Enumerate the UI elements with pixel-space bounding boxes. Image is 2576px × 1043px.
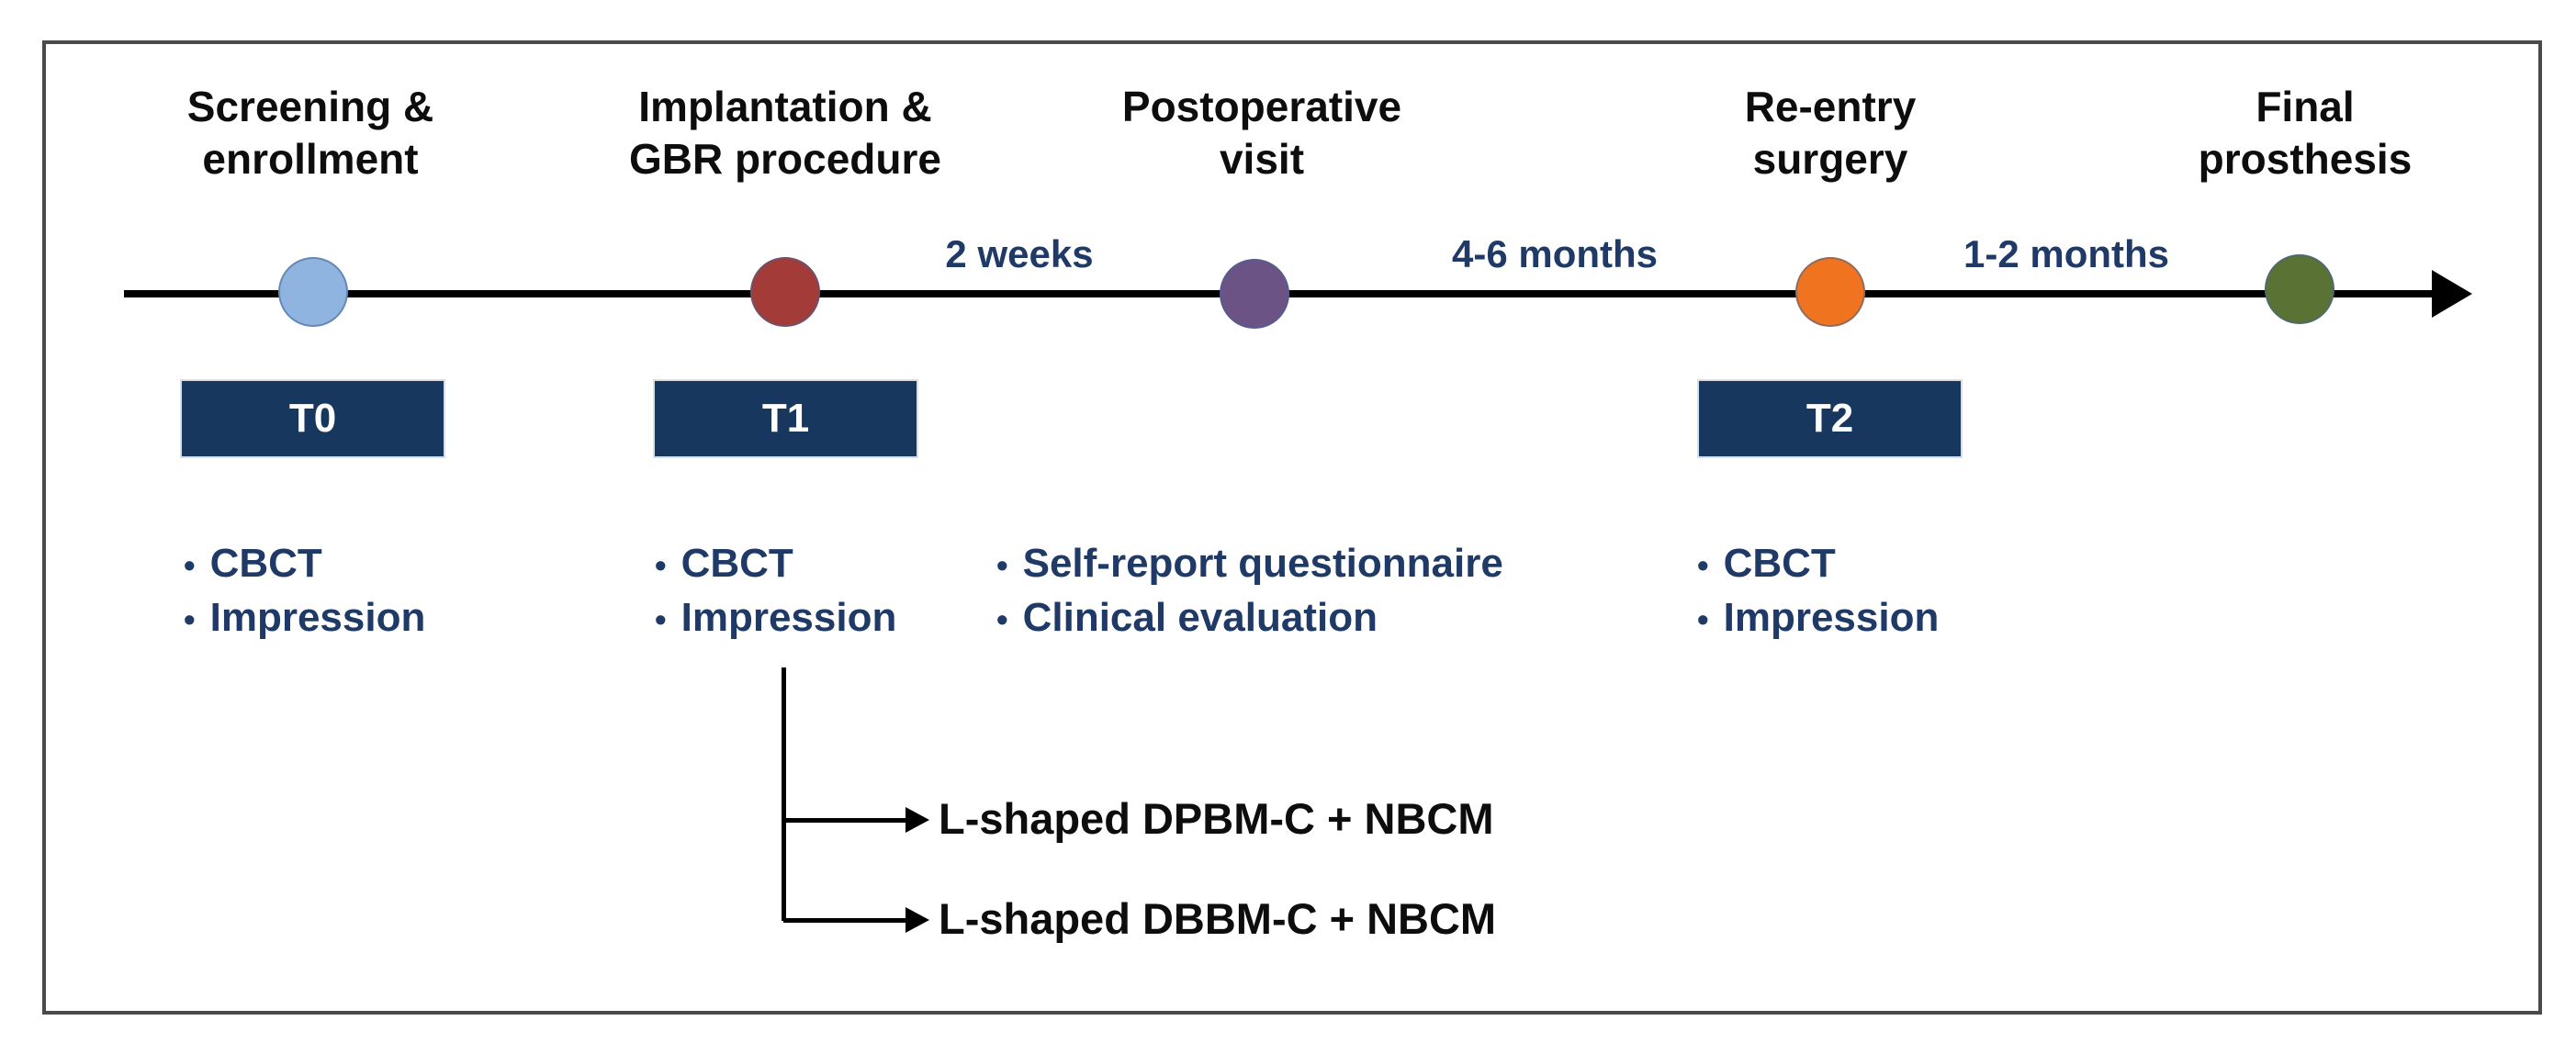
- bullet-icon: •: [996, 600, 1008, 638]
- bullet-item: • Self-report questionnaire: [996, 537, 1503, 591]
- bullet-item: • CBCT: [1697, 537, 1939, 591]
- stage-title-reentry-surgery: Re-entry surgery: [1744, 83, 1917, 183]
- branch-arrowhead-top-icon: [906, 807, 929, 833]
- branch-arm-line-top: [783, 818, 907, 823]
- stage-title-implantation-gbr: Implantation & GBR procedure: [629, 83, 941, 183]
- bullet-label: CBCT: [1723, 541, 1836, 586]
- bullet-list-reentry: • CBCT • Impression: [1697, 537, 1939, 645]
- timeline-arrowhead-icon: [2432, 270, 2472, 318]
- milestone-dot-implantation: [750, 257, 820, 327]
- bullet-item: • CBCT: [655, 537, 896, 591]
- milestone-dot-final-prosthesis: [2265, 254, 2334, 324]
- bullet-list-screening: • CBCT • Impression: [184, 537, 425, 645]
- interval-label-4-6-months: 4-6 months: [1451, 232, 1659, 275]
- bullet-icon: •: [996, 546, 1008, 584]
- bullet-item: • Impression: [184, 591, 425, 645]
- bullet-icon: •: [1697, 546, 1709, 584]
- bullet-icon: •: [184, 600, 196, 638]
- bullet-label: Impression: [209, 595, 426, 640]
- bullet-item: • Impression: [1697, 591, 1939, 645]
- milestone-dot-screening: [278, 257, 348, 327]
- bullet-list-implantation: • CBCT • Impression: [655, 537, 896, 645]
- interval-label-2-weeks: 2 weeks: [945, 232, 1094, 275]
- bullet-icon: •: [1697, 600, 1709, 638]
- milestone-dot-postoperative: [1220, 259, 1289, 329]
- branch-arm-label-dpbm: L-shaped DPBM-C + NBCM: [939, 794, 1494, 843]
- branch-arm-label-dbbm: L-shaped DBBM-C + NBCM: [939, 894, 1497, 943]
- bullet-item: • CBCT: [184, 537, 425, 591]
- branch-arrowhead-bottom-icon: [906, 907, 929, 933]
- timepoint-box-t0: T0: [182, 381, 444, 456]
- bullet-label: Clinical evaluation: [1022, 595, 1378, 640]
- timepoint-box-t2: T2: [1699, 381, 1961, 456]
- stage-title-final-prosthesis: Final prosthesis: [2198, 83, 2413, 183]
- bullet-icon: •: [655, 600, 667, 638]
- bullet-label: CBCT: [681, 541, 793, 586]
- bullet-icon: •: [655, 546, 667, 584]
- figure-border: [42, 40, 2542, 1015]
- timepoint-box-t1: T1: [655, 381, 917, 456]
- bullet-label: Impression: [681, 595, 897, 640]
- milestone-dot-reentry: [1795, 257, 1865, 327]
- stage-title-screening-enrollment: Screening & enrollment: [186, 83, 434, 183]
- bullet-item: • Clinical evaluation: [996, 591, 1503, 645]
- branch-arm-line-bottom: [783, 918, 907, 923]
- branch-vertical-line: [782, 667, 786, 921]
- bullet-label: Self-report questionnaire: [1022, 541, 1503, 586]
- bullet-icon: •: [184, 546, 196, 584]
- bullet-list-postoperative: • Self-report questionnaire • Clinical e…: [996, 537, 1503, 645]
- bullet-label: CBCT: [209, 541, 322, 586]
- bullet-label: Impression: [1723, 595, 1940, 640]
- stage-title-postoperative-visit: Postoperative visit: [1121, 83, 1402, 183]
- interval-label-1-2-months: 1-2 months: [1963, 232, 2170, 275]
- bullet-item: • Impression: [655, 591, 896, 645]
